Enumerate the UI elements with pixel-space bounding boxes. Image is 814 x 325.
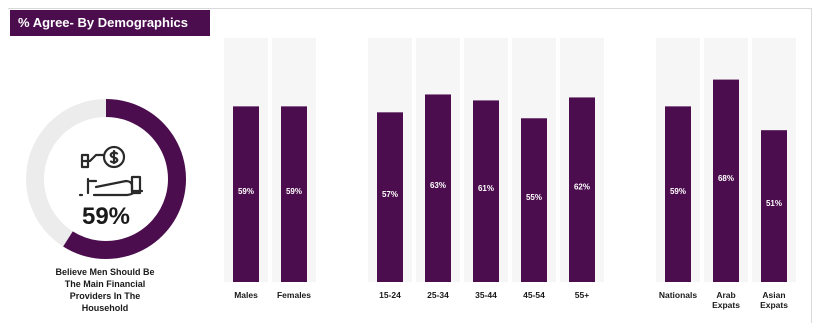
x-tick-label: 25-34 — [427, 290, 449, 300]
summary-percent: 59% — [81, 203, 131, 230]
x-tick-label: 35-44 — [475, 290, 497, 300]
x-tick-label: Expats — [712, 300, 740, 310]
bar-value-label: 55% — [526, 193, 542, 202]
bar — [473, 100, 499, 283]
x-tick-label: Males — [234, 290, 258, 300]
caption-line: Providers In The — [69, 291, 141, 301]
bar-value-label: 59% — [286, 187, 302, 196]
caption-line: Household — [81, 303, 129, 313]
x-tick-label: Asian — [762, 290, 785, 300]
bar-value-label: 51% — [766, 199, 782, 208]
bar — [377, 112, 403, 282]
summary-donut: 59% — [22, 95, 190, 263]
donut-ring — [26, 99, 186, 259]
bar-value-label: 59% — [238, 187, 254, 196]
x-tick-label: 15-24 — [379, 290, 401, 300]
bar-value-label: 59% — [670, 187, 686, 196]
bar-value-label: 68% — [718, 174, 734, 183]
x-tick-label: 55+ — [575, 290, 589, 300]
panel-frame — [8, 8, 812, 323]
money-hand-icon — [78, 145, 144, 197]
bar — [233, 106, 259, 282]
bar-value-label: 62% — [574, 183, 590, 192]
caption-line: The Main Financial — [64, 279, 146, 289]
bar — [521, 118, 547, 282]
bar — [281, 106, 307, 282]
bar — [665, 106, 691, 282]
x-tick-label: Females — [277, 290, 311, 300]
bar — [761, 130, 787, 282]
bar-value-label: 61% — [478, 184, 494, 193]
bar-chart: 59% Males 59% Females 57% 15-24 63% 25-34 61% 35-… — [224, 38, 796, 310]
bar — [713, 79, 739, 282]
bar-value-label: 57% — [382, 190, 398, 199]
donut-arc — [63, 99, 186, 259]
bar — [425, 94, 451, 282]
x-tick-label: Arab — [716, 290, 735, 300]
bar-value-label: 63% — [430, 181, 446, 190]
panel-header: % Agree- By Demographics — [10, 10, 210, 36]
x-tick-label: Nationals — [659, 290, 698, 300]
x-tick-label: Expats — [760, 300, 788, 310]
summary-caption: Believe Men Should Be The Main Financial… — [20, 266, 190, 314]
bar — [569, 97, 595, 282]
caption-line: Believe Men Should Be — [55, 267, 155, 277]
x-tick-label: 45-54 — [523, 290, 545, 300]
